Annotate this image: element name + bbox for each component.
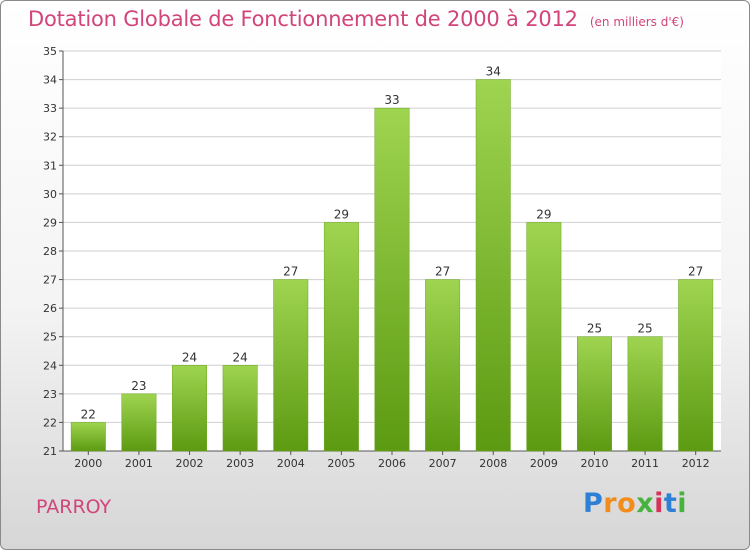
x-tick-label: 2003 (226, 457, 254, 470)
y-tick-label: 23 (43, 388, 57, 401)
y-tick-label: 34 (43, 74, 57, 87)
place-name: PARROY (36, 496, 112, 518)
bar (70, 422, 106, 452)
y-tick-label: 21 (43, 445, 57, 458)
bar-value-label: 24 (233, 350, 248, 364)
x-tick-label: 2002 (176, 457, 204, 470)
y-tick-label: 22 (43, 416, 57, 429)
x-tick-label: 2012 (682, 457, 710, 470)
title-text: Dotation Globale de Fonctionnement de 20… (28, 7, 578, 31)
bar-value-label: 22 (81, 407, 96, 421)
y-tick-label: 25 (43, 331, 57, 344)
x-tick-label: 2010 (580, 457, 608, 470)
bar (627, 336, 663, 452)
chart-title: Dotation Globale de Fonctionnement de 20… (28, 7, 684, 31)
logo-letter: i (677, 488, 688, 519)
bar (222, 365, 258, 452)
bar-value-label: 34 (486, 65, 501, 79)
chart-subtitle: (en milliers d'€) (589, 15, 684, 29)
bar (425, 279, 461, 452)
x-tick-label: 2001 (125, 457, 153, 470)
y-tick-label: 27 (43, 274, 57, 287)
y-tick-label: 29 (43, 216, 57, 229)
bar-value-label: 29 (536, 207, 551, 221)
x-tick-label: 2004 (277, 457, 305, 470)
bar-value-label: 25 (637, 322, 652, 336)
bar-value-label: 23 (131, 379, 146, 393)
bar-value-label: 27 (435, 265, 450, 279)
y-tick-label: 32 (43, 131, 57, 144)
y-tick-label: 33 (43, 102, 57, 115)
x-tick-label: 2007 (429, 457, 457, 470)
x-tick-label: 2006 (378, 457, 406, 470)
y-tick-label: 31 (43, 159, 57, 172)
logo-letter: r (603, 488, 618, 519)
x-tick-label: 2009 (530, 457, 558, 470)
y-tick-label: 24 (43, 359, 57, 372)
bar-value-label: 27 (688, 265, 703, 279)
logo-letter: P (583, 488, 604, 519)
y-tick-label: 35 (43, 45, 57, 58)
logo-letter: x (636, 488, 655, 519)
y-tick-label: 30 (43, 188, 57, 201)
x-tick-label: 2008 (479, 457, 507, 470)
bar-value-label: 24 (182, 350, 197, 364)
bar (526, 222, 562, 452)
bar (577, 336, 612, 452)
bar (678, 279, 714, 452)
x-tick-label: 2000 (74, 457, 102, 470)
x-tick-label: 2005 (327, 457, 355, 470)
bar-value-label: 27 (283, 265, 298, 279)
x-tick-label: 2011 (631, 457, 659, 470)
bar-value-label: 25 (587, 322, 602, 336)
bar (475, 79, 511, 452)
bar-value-label: 33 (384, 93, 399, 107)
y-tick-label: 28 (43, 245, 57, 258)
bar (273, 279, 309, 452)
bar (323, 222, 359, 452)
logo-letter: t (663, 488, 678, 519)
y-tick-label: 26 (43, 302, 57, 315)
bar (374, 107, 410, 452)
bar (121, 393, 157, 452)
proxiti-logo: Proxiti (583, 488, 687, 519)
logo-letter: i (654, 488, 664, 519)
bar-value-label: 29 (334, 207, 349, 221)
bar (172, 365, 207, 452)
logo-letter: o (617, 488, 637, 519)
